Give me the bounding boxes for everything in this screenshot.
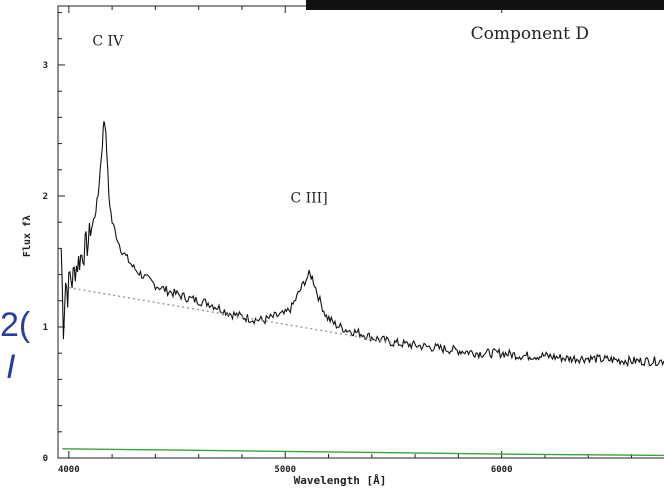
x-axis-label: Wavelength [Å] xyxy=(294,474,387,487)
flux-spectrum-line xyxy=(60,121,664,368)
background-text-fragment-bottom: I xyxy=(6,348,16,386)
axis-ticks: 4000 5000 6000 0 1 2 3 xyxy=(43,6,633,475)
baseline-line xyxy=(62,448,664,457)
series-layer xyxy=(60,121,664,457)
x-tick-label: 5000 xyxy=(274,465,296,475)
annotation-label: C III] xyxy=(290,191,327,207)
annotation-label: Component D xyxy=(471,24,589,44)
top-dark-bar xyxy=(306,0,664,10)
y-tick-label: 3 xyxy=(43,61,48,71)
x-tick-label: 4000 xyxy=(58,465,80,475)
axis-labels: Wavelength [Å] Flux fλ xyxy=(22,215,386,487)
plot-frame xyxy=(57,5,664,459)
y-tick-label: 1 xyxy=(43,323,48,333)
y-axis-label: Flux fλ xyxy=(22,215,33,257)
plot-border xyxy=(57,5,664,459)
y-tick-label: 0 xyxy=(43,454,48,464)
x-tick-label: 6000 xyxy=(491,465,513,475)
annotation-label: C IV xyxy=(92,33,124,49)
y-tick-label: 2 xyxy=(43,192,48,202)
background-text-fragment-top: 2( xyxy=(0,306,31,344)
chart-annotations: C IV C III] Component D xyxy=(92,24,589,207)
